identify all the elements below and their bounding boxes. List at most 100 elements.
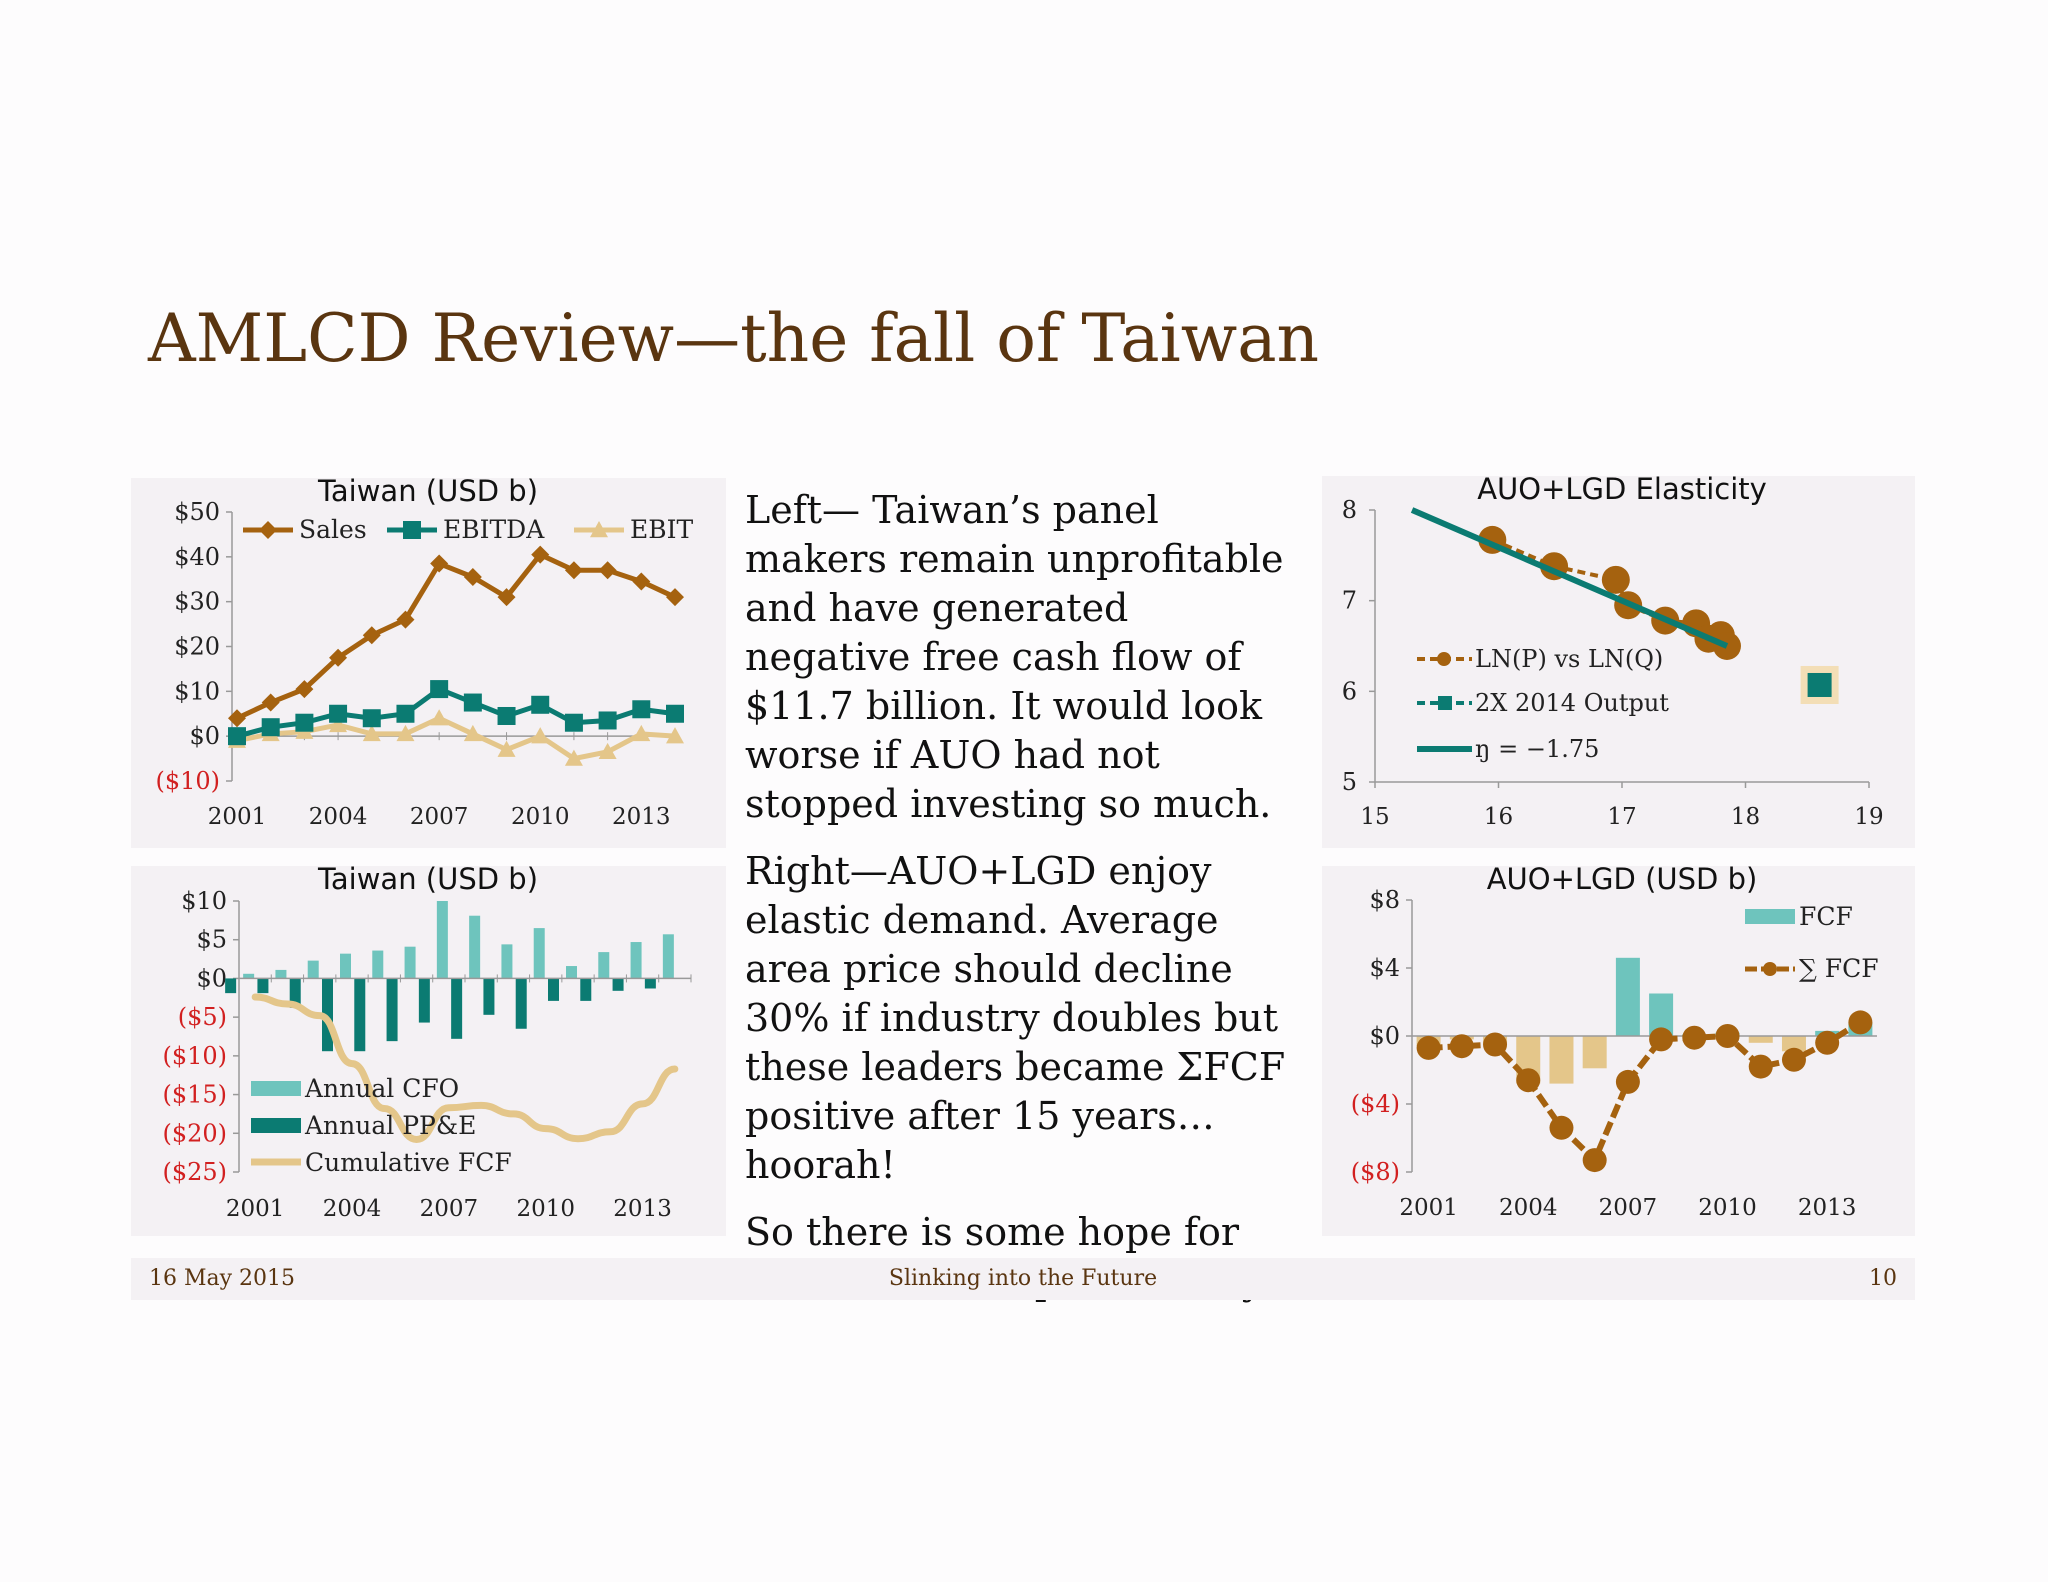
data-point-ebitda [598,711,617,730]
data-point-ebitda [463,693,482,712]
y-tick-label: $0 [196,964,227,992]
bar-annual-ppe [483,978,495,1015]
data-point-cumulative-fcf [1682,1025,1707,1050]
legend-marker [403,521,421,539]
bar-fcf [1781,1036,1806,1052]
y-tick-label: $40 [174,543,220,571]
bar-annual-cfo [662,934,674,979]
bar-annual-cfo [630,942,642,979]
x-tick-label: 19 [1854,804,1883,830]
y-tick-label: $5 [196,926,227,954]
chart-auo-lgd-fcf-svg: AUO+LGD (USD b) $8 $4 $0 ($4) ($8) 2001 2004 200… [1351,866,1879,1221]
chart-taiwan-income-svg: Taiwan (USD b) $50 $40 $30 $20 $10 $0 ($10) 2001… [155,478,693,830]
x-tick-label: 16 [1484,804,1513,830]
data-point-cumulative-fcf [1549,1115,1574,1140]
bar-annual-cfo [436,901,448,979]
data-point-ebitda [632,700,651,719]
legend-label: 2X 2014 Output [1475,689,1669,717]
data-point-sales [396,610,415,629]
legend-label: EBIT [630,515,693,544]
bar-annual-ppe [386,978,398,1042]
chart-title: AUO+LGD Elasticity [1477,476,1767,506]
legend-label: Sales [299,515,367,544]
bar-annual-cfo [404,946,416,979]
data-point-lnp-vs-lnq [1601,565,1630,594]
legend-marker [1438,696,1452,710]
bar-annual-cfo [372,950,384,979]
bar-annual-cfo [598,952,610,979]
data-point-ebitda [430,680,449,699]
bar-fcf [1582,1036,1607,1069]
x-tick-label: 2013 [612,804,671,830]
x-tick-label: 2001 [208,804,267,830]
bar-fcf [1748,1036,1773,1043]
y-tick-label: ($10) [162,1042,227,1070]
y-tick-label: ($8) [1351,1158,1400,1186]
bar-annual-cfo [340,953,351,979]
x-tick-label: 2004 [323,1196,382,1222]
y-tick-label: 7 [1342,587,1357,615]
footer-date: 16 May 2015 [149,1266,296,1291]
chart-title: Taiwan (USD b) [317,866,538,896]
x-tick-label: 15 [1360,804,1389,830]
data-point-sales [531,545,550,564]
chart-taiwan-cashflow: Taiwan (USD b) $10 $5 $0 ($5) ($10) ($15) ($20)… [131,866,726,1236]
y-tick-label: 5 [1342,768,1357,796]
series-line-elasticity-fit [1410,507,1729,649]
chart-taiwan-income: Taiwan (USD b) $50 $40 $30 $20 $10 $0 ($10) 2001… [131,478,726,848]
y-tick-label: $50 [174,498,220,526]
data-point-sales [261,693,280,712]
y-tick-label: $20 [174,633,220,661]
bar-fcf [1549,1036,1574,1084]
data-point-cumulative-fcf [1715,1024,1740,1048]
data-point-ebitda [329,704,348,723]
legend-label: ∑ FCF [1799,954,1879,983]
legend-label: FCF [1799,902,1853,931]
x-tick-label: 2013 [613,1196,672,1222]
chart-auo-lgd-fcf: AUO+LGD (USD b) $8 $4 $0 ($4) ($8) 2001 2004 200… [1322,866,1915,1236]
data-point-sales [666,588,684,607]
data-point-cumulative-fcf [1748,1054,1773,1079]
x-tick-label: 2004 [1499,1195,1558,1221]
data-point-ebitda [564,713,583,732]
data-point-cumulative-fcf [1449,1034,1474,1059]
data-point-cumulative-fcf [1416,1035,1441,1060]
data-point-sales [228,709,246,728]
y-tick-label: $0 [1369,1022,1400,1050]
y-tick-label: $10 [181,887,227,915]
bar-annual-cfo [275,969,287,979]
data-point-ebit [598,742,617,760]
bar-annual-ppe [580,978,592,1001]
x-tick-label: 2007 [410,804,469,830]
y-tick-label: ($4) [1351,1090,1400,1118]
legend-marker [1437,652,1451,666]
chart-taiwan-cashflow-svg: Taiwan (USD b) $10 $5 $0 ($5) ($10) ($15) ($20)… [162,866,692,1222]
x-tick-label: 18 [1731,804,1760,830]
bar-annual-cfo [469,915,481,979]
legend-label: Cumulative FCF [305,1148,512,1177]
data-point-cumulative-fcf [1848,1010,1873,1035]
legend-label: Annual PP&E [304,1111,476,1140]
data-point-sales [430,554,449,573]
y-tick-label: $30 [174,588,220,616]
bar-annual-ppe [354,978,366,1052]
data-point-ebitda [228,727,246,746]
y-tick-label: ($5) [178,1003,227,1031]
y-tick-label: $0 [189,722,220,750]
data-point-sales [295,680,314,699]
legend-label: Annual CFO [304,1074,459,1103]
data-point-ebitda [531,695,550,714]
data-point-cumulative-fcf [1483,1032,1508,1057]
slide-title: AMLCD Review—the fall of Taiwan [148,300,1320,377]
data-point-sales [632,572,651,591]
y-tick-label: ($10) [155,767,220,795]
data-point-ebit [564,749,583,766]
x-tick-label: 2007 [1599,1195,1658,1221]
data-point-ebitda [396,704,415,723]
data-point-ebitda [497,706,516,725]
data-point-ebit [666,727,684,744]
data-point-ebitda [261,718,280,737]
data-point-ebit [463,724,482,742]
legend-swatch [251,1118,301,1133]
x-tick-label: 2001 [1399,1195,1458,1221]
